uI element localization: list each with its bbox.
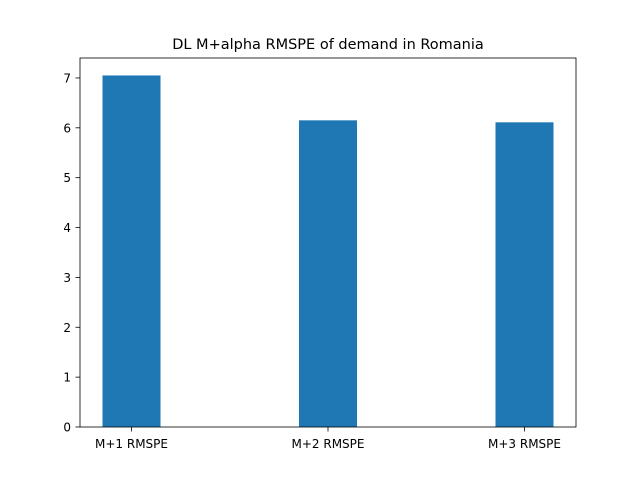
axes-frame (79, 57, 577, 428)
bar (299, 120, 357, 427)
y-tick-label: 3 (63, 271, 71, 285)
y-tick-label: 0 (63, 421, 71, 435)
y-tick-label: 4 (63, 221, 71, 235)
y-tick-label: 7 (63, 71, 71, 85)
bar (102, 75, 161, 428)
y-tick-label: 5 (63, 171, 71, 185)
bar (495, 122, 554, 427)
chart-title: DL M+alpha RMSPE of demand in Romania (172, 37, 484, 53)
y-tick-label: 6 (63, 121, 71, 135)
y-tick-label: 2 (63, 321, 71, 335)
x-tick-label: M+3 RMSPE (488, 437, 561, 451)
x-tick-label: M+2 RMSPE (292, 437, 365, 451)
plot-area: M+1 RMSPE M+2 RMSPE M+3 RMSPE 0 1 2 3 4 5 6 7 (63, 57, 577, 451)
x-tick-label: M+1 RMSPE (95, 437, 168, 451)
y-tick-label: 1 (63, 371, 71, 385)
